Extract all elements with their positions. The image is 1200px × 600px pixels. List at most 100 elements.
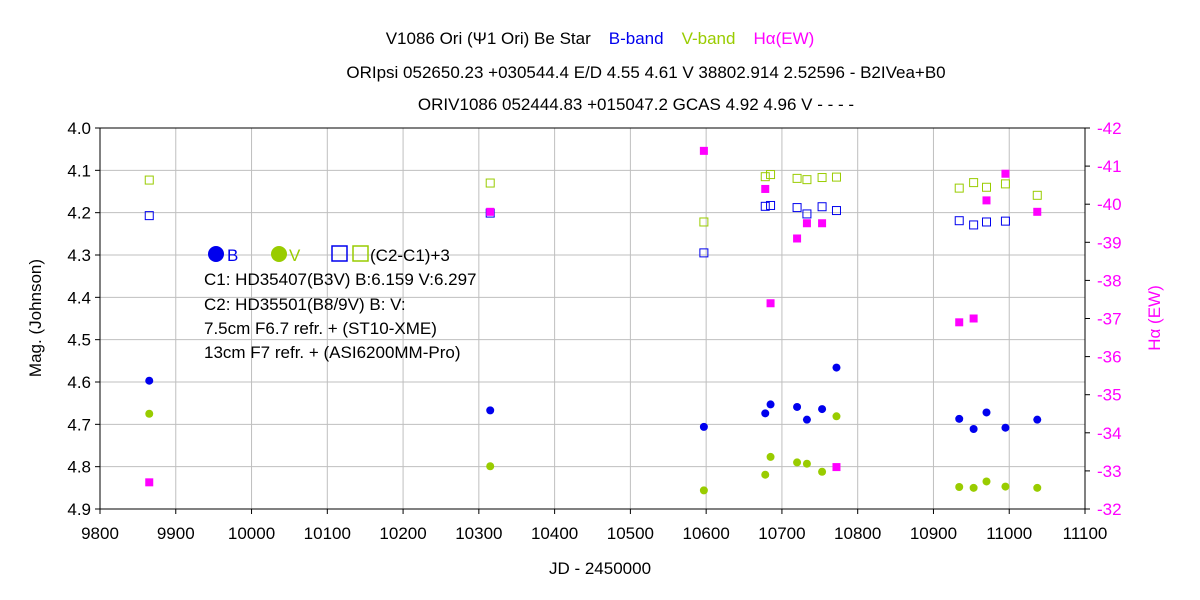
data-point-b (766, 400, 775, 409)
y-tick-label: 4.1 (67, 161, 91, 180)
y2-tick-label: -34 (1097, 424, 1122, 443)
data-point-b (145, 376, 154, 385)
data-point-halpha (486, 207, 495, 216)
data-point-b-comp-check (144, 211, 154, 221)
data-point-b (699, 422, 708, 431)
x-tick-label: 10200 (379, 524, 426, 543)
data-point-halpha (982, 196, 991, 205)
data-point-v-comp-check (766, 170, 776, 180)
data-point-halpha (793, 234, 802, 243)
y2-tick-label: -37 (1097, 310, 1122, 329)
y2-tick-label: -32 (1097, 500, 1122, 519)
legend-comp-line-2: C2: HD35501(B8/9V) B: V: (204, 295, 406, 314)
data-point-halpha (955, 318, 964, 327)
y-tick-label: 4.9 (67, 500, 91, 519)
data-point-v-comp-check (954, 183, 964, 193)
y2-axis-label: Hα (EW) (1145, 285, 1164, 351)
data-point-v-comp-check (982, 182, 991, 192)
x-tick-label: 10300 (455, 524, 502, 543)
data-point-v (145, 409, 154, 418)
data-point-halpha (969, 314, 978, 323)
data-point-v (1001, 482, 1010, 491)
y-tick-label: 4.4 (67, 288, 91, 307)
title-v-band-label: V-band (682, 29, 736, 48)
y-tick-label: 4.0 (67, 119, 91, 138)
chart-title-line1: V1086 Ori (Ψ1 Ori) Be Star B-band V-band Hα… (386, 29, 815, 48)
y-tick-label: 4.5 (67, 331, 91, 350)
title-star-label: V1086 Ori (Ψ1 Ori) Be Star (386, 29, 591, 48)
x-tick-label: 9900 (157, 524, 195, 543)
data-point-v-comp-check (969, 178, 979, 188)
x-tick-label: 11000 (986, 524, 1032, 543)
data-point-b (818, 405, 827, 414)
data-point-halpha (1001, 169, 1010, 178)
data-point-v-comp-check (792, 173, 802, 183)
x-tick-label: 10600 (683, 524, 730, 543)
title-ha-label: Hα(EW) (753, 29, 814, 48)
data-point-halpha (699, 146, 708, 155)
y2-tick-label: -40 (1097, 195, 1122, 214)
data-point-b-comp-check (982, 217, 991, 227)
data-point-v (832, 412, 841, 421)
chart-title-line2: ORIpsi 052650.23 +030544.4 E/D 4.55 4.61… (346, 63, 945, 82)
x-tick-label: 9800 (81, 524, 119, 543)
data-point-b (982, 408, 991, 417)
legend-v-marker (271, 246, 287, 262)
data-point-halpha (761, 184, 770, 193)
data-point-v (969, 483, 978, 492)
data-point-v-comp-check (817, 173, 827, 183)
data-point-halpha (802, 219, 811, 228)
y-tick-label: 4.6 (67, 373, 91, 392)
y-tick-label: 4.7 (67, 415, 91, 434)
data-point-b-comp-check (817, 202, 827, 212)
y-tick-label: 4.2 (67, 204, 91, 223)
data-point-b-comp-check (802, 209, 812, 219)
data-point-b (969, 424, 978, 433)
x-axis-ticks: 9800 9900 10000 10100 10200 10300 10400 10500 10… (81, 509, 1107, 543)
data-point-b-comp-check (1000, 216, 1010, 226)
data-series (144, 146, 1042, 495)
y2-tick-label: -39 (1097, 233, 1122, 252)
data-point-v-comp-check (1032, 190, 1042, 200)
data-point-v (793, 458, 802, 467)
y2-tick-label: -33 (1097, 462, 1122, 481)
legend-b-marker (208, 246, 224, 262)
legend-comp-line-4: 13cm F7 refr. + (ASI6200MM-Pro) (204, 343, 461, 362)
data-point-v-comp-check (760, 172, 770, 182)
data-point-b-comp-check (954, 216, 964, 226)
x-tick-label: 10800 (834, 524, 881, 543)
data-point-b (955, 414, 964, 423)
x-tick-label: 10400 (531, 524, 578, 543)
data-point-v (761, 470, 770, 479)
legend-b-label: B (227, 246, 238, 265)
y-tick-label: 4.8 (67, 458, 91, 477)
data-point-b-comp-check (760, 201, 770, 211)
legend-comp-line-1: C1: HD35407(B3V) B:6.159 V:6.297 (204, 270, 476, 289)
x-tick-label: 11100 (1063, 524, 1108, 543)
data-point-b-comp-check (969, 220, 979, 230)
data-point-v-comp-check (802, 175, 812, 185)
data-point-b (1001, 423, 1010, 432)
chart-title-line3: ORIV1086 052444.83 +015047.2 GCAS 4.92 4… (418, 95, 854, 114)
data-point-v (818, 467, 827, 476)
data-point-v-comp-check (144, 175, 154, 185)
data-point-v (766, 452, 775, 461)
data-point-b (793, 402, 802, 411)
x-tick-label: 10100 (304, 524, 351, 543)
legend-square-label: (C2-C1)+3 (370, 246, 450, 265)
data-point-b-comp-check (831, 206, 841, 216)
y2-tick-label: -35 (1097, 386, 1122, 405)
y-tick-label: 4.3 (67, 246, 91, 265)
data-point-v-comp-check (699, 217, 709, 227)
x-tick-label: 10700 (758, 524, 805, 543)
legend: B V (C2-C1)+3 C1: HD35407(B3V) B:6.159 V… (204, 245, 476, 362)
data-point-b-comp-check (792, 203, 802, 213)
data-point-v (802, 459, 811, 468)
data-point-b-comp-check (699, 248, 709, 258)
data-point-v-comp-check (485, 178, 495, 188)
legend-v-label: V (289, 246, 301, 265)
x-tick-label: 10000 (228, 524, 275, 543)
data-point-b (486, 406, 495, 415)
legend-v-square-marker (352, 245, 369, 262)
data-point-b-comp-check (766, 200, 776, 210)
